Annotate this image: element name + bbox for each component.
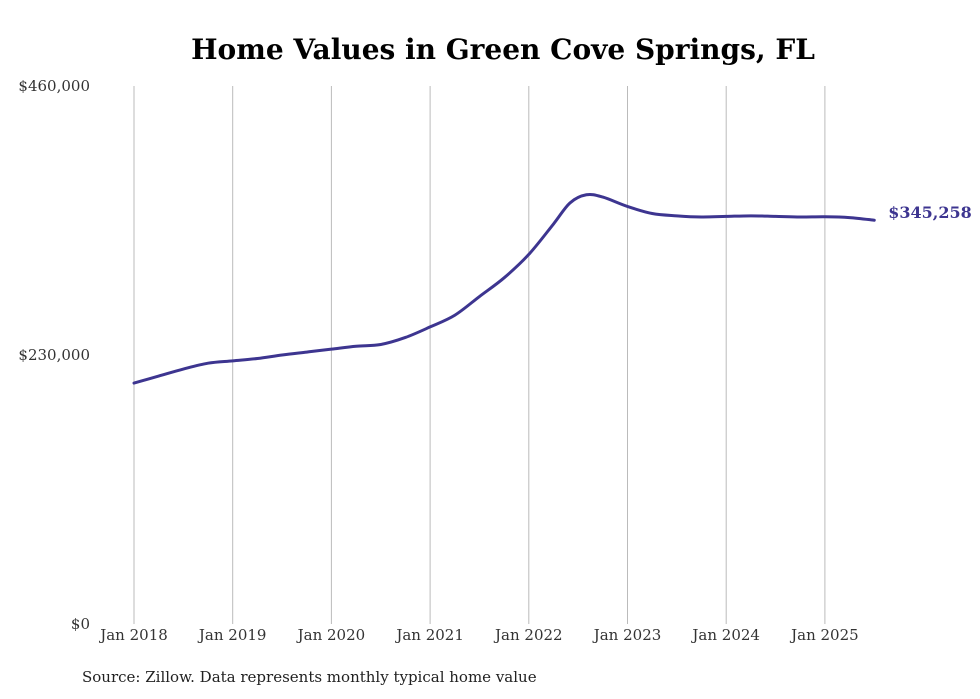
x-tick-label: Jan 2018: [98, 626, 168, 644]
x-tick-label: Jan 2019: [197, 626, 267, 644]
source-note: Source: Zillow. Data represents monthly …: [82, 668, 537, 686]
x-tick-label: Jan 2020: [296, 626, 366, 644]
x-tick-label: Jan 2021: [394, 626, 464, 644]
grid-lines: [133, 86, 826, 624]
chart-title: Home Values in Green Cove Springs, FL: [191, 33, 815, 66]
x-tick-label: Jan 2023: [592, 626, 662, 644]
series-line: [132, 192, 876, 385]
y-tick-label: $0: [71, 615, 90, 633]
y-axis-ticks: $0 $230,000 $460,000: [18, 77, 90, 633]
series-end-value-label: $345,258: [888, 203, 972, 222]
y-tick-label: $230,000: [18, 346, 90, 364]
x-tick-label: Jan 2025: [789, 626, 859, 644]
x-axis-ticks: Jan 2018 Jan 2019 Jan 2020 Jan 2021 Jan 2022…: [98, 626, 858, 644]
x-tick-label: Jan 2022: [493, 626, 563, 644]
y-tick-label: $460,000: [18, 77, 90, 95]
x-tick-label: Jan 2024: [690, 626, 760, 644]
series-layer: $345,258: [132, 192, 972, 385]
